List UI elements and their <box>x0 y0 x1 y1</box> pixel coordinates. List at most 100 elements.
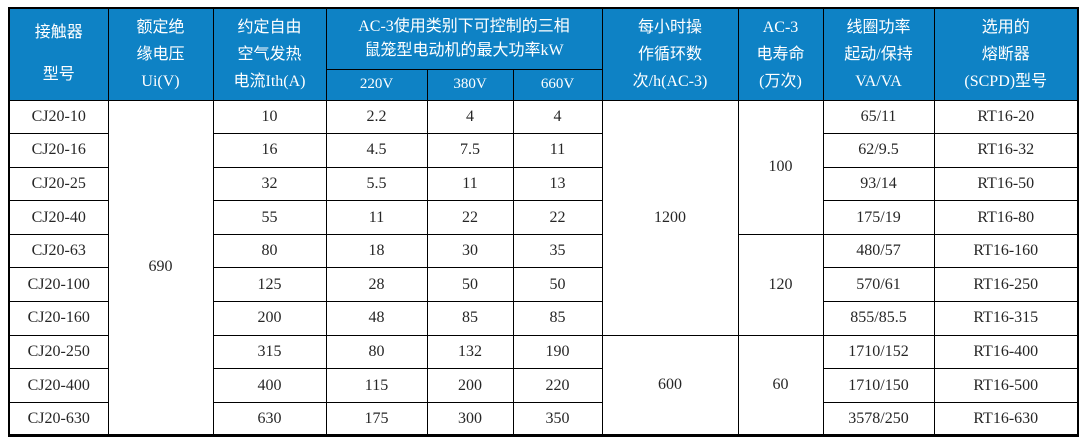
cell-fuse-model: RT16-80 <box>933 200 1079 235</box>
cell-power-660v: 22 <box>512 200 603 235</box>
cell-power-660v: 35 <box>512 233 603 269</box>
cell-coil-power: 93/14 <box>822 166 935 202</box>
header-line: 空气发热 <box>237 45 302 63</box>
cell-fuse-model: RT16-400 <box>933 334 1079 370</box>
cell-thermal-current: 32 <box>212 166 327 202</box>
cell-power-380v: 85 <box>426 301 514 336</box>
header-line: (万次) <box>759 72 802 90</box>
cell-fuse-model: RT16-500 <box>933 368 1079 403</box>
cell-model: CJ20-63 <box>8 233 109 269</box>
cell-coil-power: 65/11 <box>822 99 935 135</box>
cell-power-660v: 13 <box>512 166 603 202</box>
cell-thermal-current: 200 <box>212 301 327 336</box>
cell-power-380v: 50 <box>426 267 514 303</box>
table-header: 接触器 型号 额定绝 缘电压 Ui(V) 约定自由 空气发热 电流Ith(A) AC-3使用类别… <box>8 7 1079 101</box>
table-row: CJ20-40 55 11 22 22 175/19 RT16-80 <box>8 200 1079 235</box>
header-line: Ui(V) <box>141 72 180 90</box>
table-row: CJ20-100 125 28 50 50 570/61 RT16-250 <box>8 267 1079 303</box>
header-line: 额定绝 <box>136 18 185 36</box>
cell-power-660v: 190 <box>512 334 603 370</box>
header-line: 选用的 <box>981 18 1030 36</box>
col-header-cycles: 每小时操 作循环数 次/h(AC-3) <box>601 7 739 101</box>
cell-power-220v: 18 <box>325 233 428 269</box>
cell-model: CJ20-100 <box>8 267 109 303</box>
table-row: CJ20-250 315 80 132 190 600 60 1710/152 RT16-400 <box>8 334 1079 437</box>
cell-electrical-life: 100 <box>737 99 824 235</box>
cell-power-380v: 7.5 <box>426 133 514 168</box>
cell-thermal-current: 125 <box>212 267 327 303</box>
cell-thermal-current: 630 <box>212 401 327 437</box>
header-line: 熔断器 <box>981 45 1030 63</box>
cell-fuse-model: RT16-315 <box>933 301 1079 336</box>
col-header-voltage-1: 380V <box>426 68 514 101</box>
cell-thermal-current: 315 <box>212 334 327 370</box>
cell-power-660v: 85 <box>512 301 603 336</box>
cell-power-380v: 200 <box>426 368 514 403</box>
cell-power-380v: 22 <box>426 200 514 235</box>
table-row: CJ20-63 80 18 30 35 120 480/57 RT16-160 <box>8 233 1079 336</box>
cell-thermal-current: 55 <box>212 200 327 235</box>
cell-coil-power: 855/85.5 <box>822 301 935 336</box>
cell-model: CJ20-10 <box>8 99 109 135</box>
header-line: 缘电压 <box>136 45 185 63</box>
header-line: 作循环数 <box>637 45 702 63</box>
col-header-voltage-0: 220V <box>325 68 428 101</box>
header-line: 型号 <box>42 66 75 84</box>
header-row-2: 220V 380V 660V <box>9 68 1078 101</box>
cell-coil-power: 480/57 <box>822 233 935 269</box>
cell-power-220v: 5.5 <box>325 166 428 202</box>
cell-power-380v: 4 <box>426 99 514 135</box>
cell-model: CJ20-25 <box>8 166 109 202</box>
cell-power-220v: 80 <box>325 334 428 370</box>
header-line: AC-3 <box>762 18 799 36</box>
col-header-electrical_life: AC-3 电寿命 (万次) <box>737 7 824 101</box>
cell-power-220v: 11 <box>325 200 428 235</box>
header-line: VA/VA <box>855 72 902 90</box>
cell-thermal-current: 16 <box>212 133 327 168</box>
cell-model: CJ20-40 <box>8 200 109 235</box>
col-header-voltage-2: 660V <box>512 68 603 101</box>
cell-cycles-per-hour: 1200 <box>601 99 739 336</box>
cell-power-380v: 132 <box>426 334 514 370</box>
cell-power-220v: 48 <box>325 301 428 336</box>
cell-power-220v: 4.5 <box>325 133 428 168</box>
cell-coil-power: 175/19 <box>822 200 935 235</box>
header-line: 约定自由 <box>237 18 302 36</box>
header-line: 每小时操 <box>637 18 702 36</box>
cell-fuse-model: RT16-160 <box>933 233 1079 269</box>
table-row: CJ20-160 200 48 85 85 855/85.5 RT16-315 <box>8 301 1079 336</box>
cell-model: CJ20-160 <box>8 301 109 336</box>
table-row: CJ20-10 690 10 2.2 4 4 1200 100 65/11 RT16-20 <box>8 99 1079 437</box>
cell-power-380v: 11 <box>426 166 514 202</box>
cell-cycles-per-hour: 600 <box>601 334 739 437</box>
cell-coil-power: 62/9.5 <box>822 133 935 168</box>
cell-thermal-current: 10 <box>212 99 327 135</box>
table-body: CJ20-10 690 10 2.2 4 4 1200 100 65/11 RT16-20 CJ20… <box>8 99 1079 437</box>
cell-coil-power: 570/61 <box>822 267 935 303</box>
cell-power-660v: 4 <box>512 99 603 135</box>
table-row: CJ20-16 16 4.5 7.5 11 62/9.5 RT16-32 <box>8 133 1079 168</box>
cell-fuse-model: RT16-20 <box>933 99 1079 135</box>
header-line: AC-3使用类别下可控制的三相 <box>358 17 570 35</box>
cell-power-220v: 2.2 <box>325 99 428 135</box>
cell-coil-power: 3578/250 <box>822 401 935 437</box>
table-row: CJ20-25 32 5.5 11 13 93/14 RT16-50 <box>8 166 1079 202</box>
cell-power-660v: 50 <box>512 267 603 303</box>
cell-power-660v: 220 <box>512 368 603 403</box>
col-header-model: 接触器 型号 <box>8 7 109 101</box>
col-header-thermal_current: 约定自由空气发热电流Ith(A) <box>212 7 327 101</box>
cell-insulation-voltage: 690 <box>107 99 214 437</box>
header-row-1: 接触器 型号 额定绝 缘电压 Ui(V) 约定自由 空气发热 电流Ith(A) AC-3使用类别… <box>8 7 1079 101</box>
cell-fuse-model: RT16-630 <box>933 401 1079 437</box>
cell-power-220v: 28 <box>325 267 428 303</box>
cell-fuse-model: RT16-250 <box>933 267 1079 303</box>
col-header-ac3_power: AC-3使用类别下可控制的三相 鼠笼型电动机的最大功率kW <box>325 7 603 70</box>
cell-thermal-current: 80 <box>212 233 327 269</box>
cell-electrical-life: 60 <box>737 334 824 437</box>
header-line: 电流Ith(A) <box>233 72 306 90</box>
cell-power-380v: 300 <box>426 401 514 437</box>
cell-power-220v: 175 <box>325 401 428 437</box>
cell-model: CJ20-630 <box>8 401 109 437</box>
header-line: 线圈功率 <box>846 18 911 36</box>
